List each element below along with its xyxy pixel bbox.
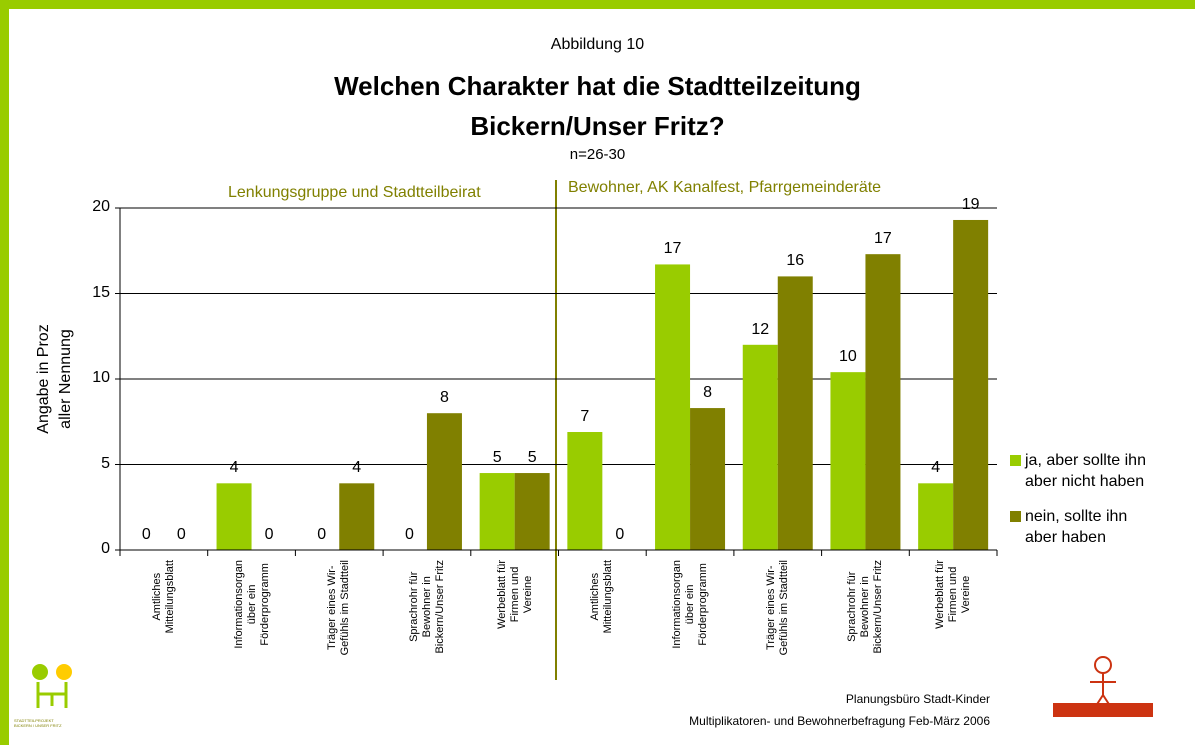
chart-title: Welchen Charakter hat die Stadtteilzeitu…	[0, 66, 1195, 146]
x-tick-label-text: Träger eines Wir- Gefühls im Stadtteil	[326, 560, 352, 655]
bar	[865, 254, 900, 550]
footer: Planungsbüro Stadt-Kinder	[700, 688, 990, 710]
x-tick-label: Informationsorgan über ein Förderprogram…	[227, 560, 277, 680]
value-label: 4	[207, 459, 262, 477]
x-tick-label-text: Informationsorgan über ein Förderprogram…	[232, 560, 271, 649]
page: Abbildung 10 Welchen Charakter hat die S…	[0, 0, 1195, 745]
bar	[953, 220, 988, 550]
value-label: 17	[645, 240, 700, 258]
value-label: 16	[768, 252, 823, 270]
x-tick-label: Amtliches Mitteilungsblatt	[577, 560, 627, 680]
legend-label: nein, sollte ihn aber haben	[1025, 506, 1127, 548]
legend-swatch	[1010, 511, 1021, 522]
x-tick-label-text: Sprachrohr für Bewohner in Bickern/Unser…	[407, 560, 446, 654]
value-label: 17	[855, 230, 910, 248]
x-tick-label-text: Amtliches Mitteilungsblatt	[589, 560, 615, 633]
group-label: Lenkungsgruppe und Stadtteilbeirat	[228, 184, 481, 202]
legend-label: ja, aber sollte ihn aber nicht haben	[1025, 450, 1146, 492]
x-tick-label-text: Werbeblatt für Firmen und Vereine	[934, 560, 973, 629]
bar	[743, 345, 778, 550]
y-tick-label: 5	[70, 455, 110, 473]
logo-right	[1053, 657, 1153, 717]
group-label: Bewohner, AK Kanalfest, Pfarrgemeinderät…	[568, 179, 881, 197]
x-tick-label-text: Werbeblatt für Firmen und Vereine	[495, 560, 534, 629]
bar	[918, 483, 953, 550]
y-tick-label: 10	[70, 369, 110, 387]
x-tick-label-text: Träger eines Wir- Gefühls im Stadtteil	[765, 560, 791, 655]
x-tick-label: Träger eines Wir- Gefühls im Stadtteil	[753, 560, 803, 680]
legend-swatch	[1010, 455, 1021, 466]
value-label: 8	[417, 389, 472, 407]
bar	[690, 408, 725, 550]
bar	[655, 264, 690, 550]
bar	[515, 473, 550, 550]
bar	[778, 276, 813, 550]
value-label: 7	[557, 408, 612, 426]
value-label: 10	[820, 348, 875, 366]
value-label: 0	[154, 526, 209, 544]
value-label: 19	[943, 196, 998, 214]
value-label: 8	[680, 384, 735, 402]
value-label: 0	[294, 526, 349, 544]
x-tick-label: Sprachrohr für Bewohner in Bickern/Unser…	[402, 560, 452, 680]
x-tick-label: Werbeblatt für Firmen und Vereine	[928, 560, 978, 680]
y-tick-label: 15	[70, 284, 110, 302]
logo-text: STADTTEILPROJEKT BICKERN / UNSER FRITZ	[14, 718, 62, 728]
x-tick-label: Träger eines Wir- Gefühls im Stadtteil	[314, 560, 364, 680]
x-tick-label: Amtliches Mitteilungsblatt	[139, 560, 189, 680]
x-tick-label: Sprachrohr für Bewohner in Bickern/Unser…	[840, 560, 890, 680]
value-label: 4	[329, 459, 384, 477]
figure-label: Abbildung 10	[0, 36, 1195, 54]
x-tick-label: Werbeblatt für Firmen und Vereine	[490, 560, 540, 680]
x-tick-label-text: Amtliches Mitteilungsblatt	[151, 560, 177, 633]
x-tick-label: Informationsorgan über ein Förderprogram…	[665, 560, 715, 680]
x-tick-label-text: Sprachrohr für Bewohner in Bickern/Unser…	[846, 560, 885, 654]
value-label: 4	[908, 459, 963, 477]
y-tick-label: 20	[70, 198, 110, 216]
x-tick-label-text: Informationsorgan über ein Förderprogram…	[671, 560, 710, 649]
logo-left	[32, 664, 72, 708]
value-label: 0	[382, 526, 437, 544]
y-tick-label: 0	[70, 540, 110, 558]
bar	[830, 372, 865, 550]
value-label: 0	[592, 526, 647, 544]
bar	[480, 473, 515, 550]
value-label: 0	[242, 526, 297, 544]
chart-subtitle: n=26-30	[0, 146, 1195, 163]
value-label: 5	[505, 449, 560, 467]
footer: Multiplikatoren- und Bewohnerbefragung F…	[590, 710, 990, 732]
value-label: 12	[733, 321, 788, 339]
